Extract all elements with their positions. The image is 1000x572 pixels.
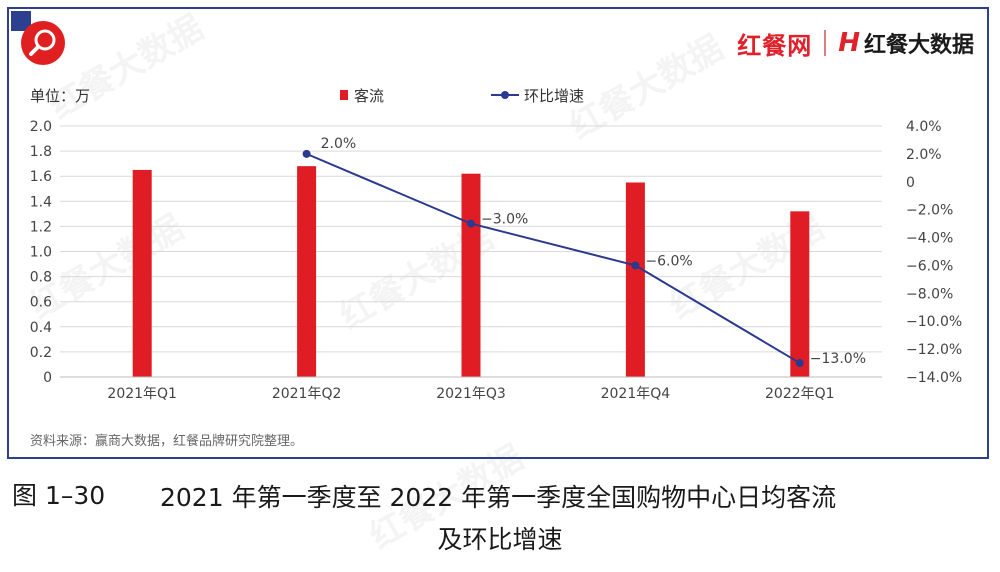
data-label: −6.0% [645, 253, 692, 269]
x-tick-label: 2021年Q4 [601, 386, 671, 402]
y-tick-label: 0.2 [30, 345, 52, 361]
x-tick-label: 2021年Q2 [272, 386, 342, 402]
bar [461, 173, 481, 377]
brand-name-2: 红餐大数据 [863, 33, 974, 58]
caption-title-2: 及环比增速 [437, 525, 563, 554]
brand-name-1: 红餐网 [737, 31, 813, 60]
brand-separator [824, 30, 827, 56]
x-tick-label: 2021年Q1 [107, 386, 177, 402]
y2-tick-label: 2.0% [906, 147, 942, 163]
x-tick-label: 2022年Q1 [765, 386, 835, 402]
y2-tick-label: −10.0% [906, 314, 962, 330]
y-tick-label: 0.6 [30, 295, 52, 311]
x-tick-label: 2021年Q3 [436, 386, 506, 402]
y2-tick-label: −12.0% [906, 342, 962, 358]
y2-tick-label: −4.0% [906, 231, 953, 247]
y-tick-label: 1.0 [30, 245, 52, 261]
y2-tick-label: −14.0% [906, 370, 962, 386]
bar-series [132, 166, 810, 377]
source-note: 资料来源：赢商大数据，红餐品牌研究院整理。 [30, 434, 304, 449]
corner-accent [11, 11, 31, 31]
line-point [795, 359, 804, 368]
unit-label: 单位：万 [30, 87, 90, 105]
brand-logo: 红餐网 H 红餐大数据 [737, 26, 974, 60]
y-tick-label: 1.6 [30, 169, 52, 185]
legend-label: 环比增速 [524, 87, 584, 105]
legend: 单位：万 客流 环比增速 [30, 87, 584, 105]
y-tick-label: 0.4 [30, 320, 52, 336]
y2-tick-label: −2.0% [906, 203, 953, 219]
caption-title: 2021 年第一季度至 2022 年第一季度全国购物中心日均客流 [160, 483, 837, 512]
y-tick-label: 1.4 [30, 194, 52, 210]
legend-swatch-marker [501, 91, 509, 99]
bar [297, 166, 317, 377]
y2-tick-label: 4.0% [906, 119, 942, 135]
data-label: 2.0% [321, 136, 357, 152]
chart: 2.0% −3.0% −6.0% −13.0% 0 0.2 0.4 0.6 0.8 1.0 1.2… [30, 87, 962, 402]
caption-number: 图 1–30 [12, 481, 106, 510]
legend-label: 客流 [354, 87, 384, 105]
line-point [467, 219, 475, 228]
line-point [302, 149, 311, 158]
y-tick-label: 0 [43, 370, 52, 386]
bar [132, 169, 152, 377]
y-tick-label: 2.0 [30, 119, 52, 135]
series-line [306, 152, 801, 364]
y-tick-label: 1.8 [30, 144, 52, 160]
y2-tick-label: −6.0% [906, 258, 953, 274]
bar [625, 182, 645, 377]
data-label: −3.0% [481, 212, 528, 228]
bar [790, 211, 810, 377]
y-tick-label: 1.2 [30, 219, 52, 235]
brand-h-icon: H [838, 28, 860, 58]
line-series: 2.0% −3.0% −6.0% −13.0% [302, 136, 866, 368]
line-point [631, 261, 640, 270]
magnifier-logo-icon [21, 21, 65, 65]
data-label: −13.0% [810, 351, 866, 367]
chart-frame [7, 7, 989, 459]
y-tick-label: 0.8 [30, 270, 52, 286]
legend-swatch-bar [340, 90, 348, 100]
y2-tick-label: −8.0% [906, 286, 953, 302]
axes: 0 0.2 0.4 0.6 0.8 1.0 1.2 1.4 1.6 1.8 2.0 −14.0% −12… [30, 119, 962, 402]
y2-tick-label: 0 [906, 175, 915, 191]
